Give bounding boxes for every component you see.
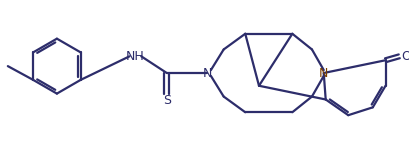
Text: S: S	[163, 94, 171, 107]
Text: N: N	[202, 66, 212, 80]
Text: N: N	[319, 66, 328, 80]
Text: O: O	[401, 50, 409, 63]
Text: NH: NH	[126, 50, 145, 63]
